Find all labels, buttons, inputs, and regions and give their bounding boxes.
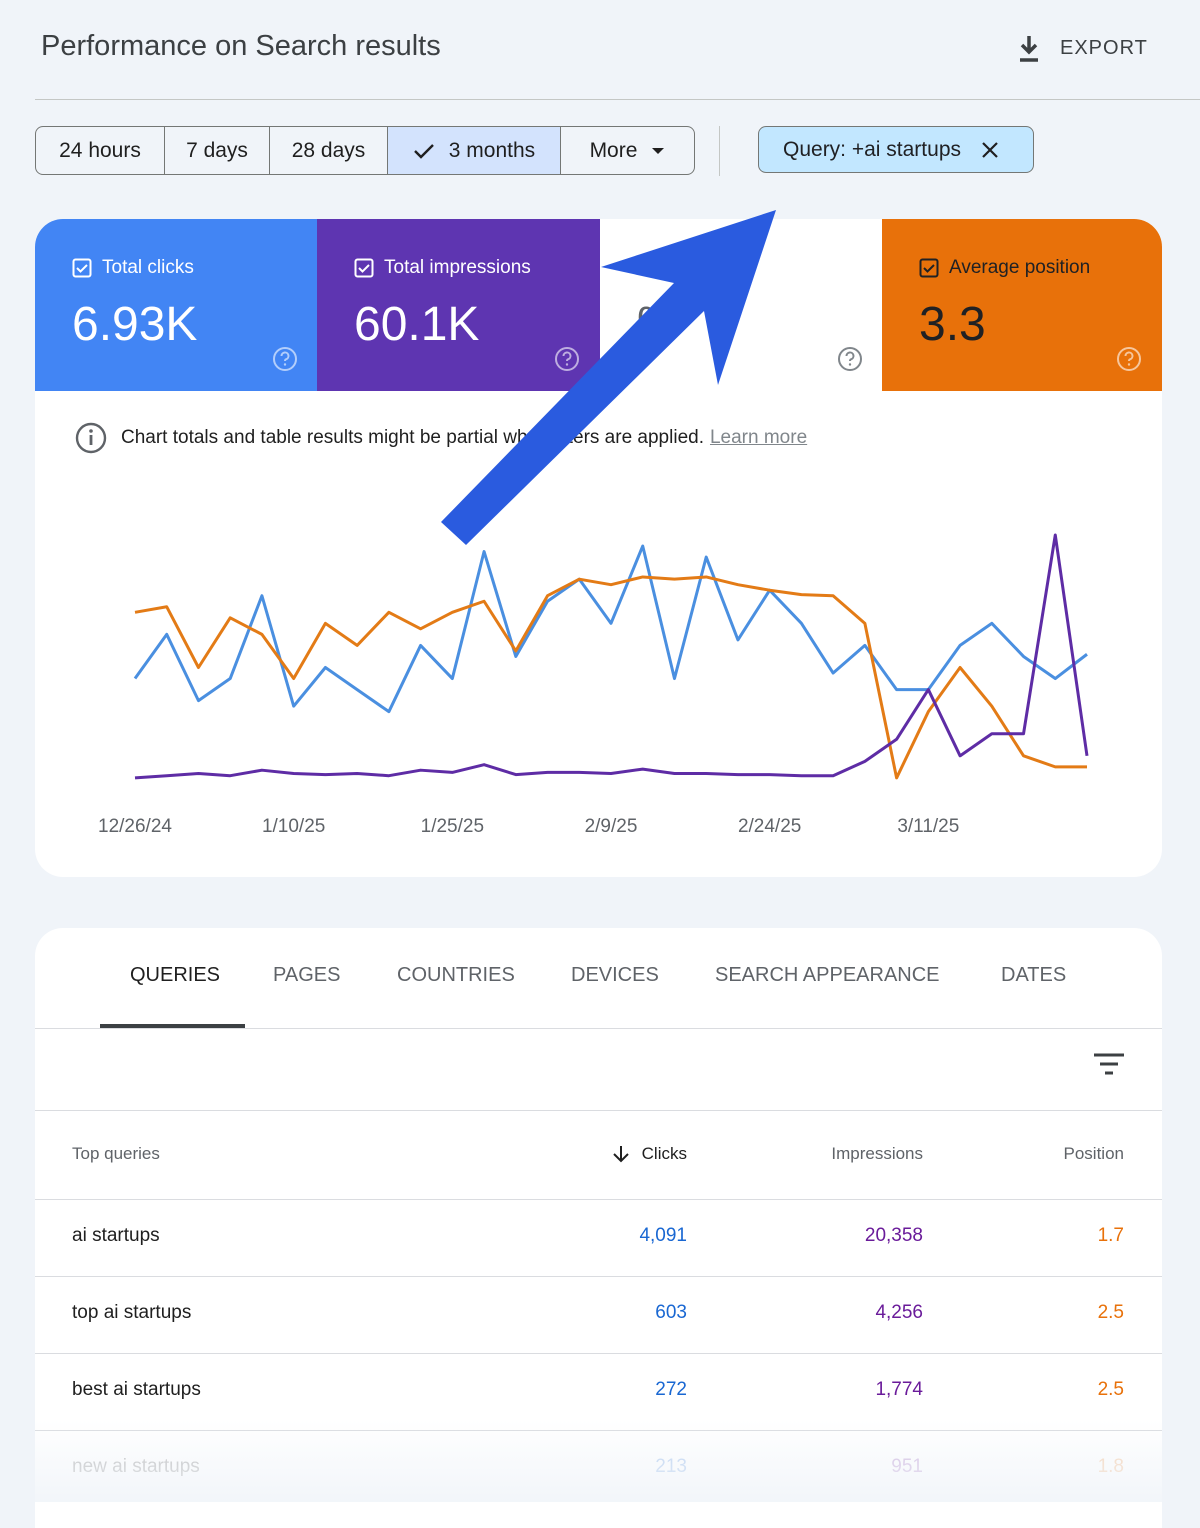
tab[interactable]: QUERIES <box>130 964 221 986</box>
divider <box>35 99 1200 100</box>
range-label: More <box>589 138 638 162</box>
range-selector: 24 hours 7 days 28 days 3 months More <box>35 126 695 175</box>
tab[interactable]: DEVICES <box>571 964 659 986</box>
range-button[interactable]: 24 hours <box>36 127 165 174</box>
query-chip-label: Query: +ai startups <box>783 137 961 161</box>
metric-card[interactable]: Total clicks 6.93K <box>35 219 318 391</box>
tab-indicator <box>100 1024 245 1028</box>
table-cell: 2.5 <box>1097 1379 1124 1400</box>
table-cell: 4,256 <box>875 1302 923 1323</box>
download-icon <box>1020 36 1038 62</box>
divider <box>719 126 720 176</box>
info-icon <box>75 422 107 454</box>
series-line <box>134 575 1087 780</box>
divider <box>35 1430 1162 1431</box>
range-button[interactable]: 28 days <box>270 127 388 174</box>
range-label: 24 hours <box>59 138 141 162</box>
checkbox-icon[interactable] <box>72 258 92 278</box>
divider <box>35 1199 1162 1200</box>
series-line <box>133 544 1088 714</box>
column-header-label: Top queries <box>72 1144 160 1163</box>
x-tick-label: 1/10/25 <box>262 816 325 837</box>
checkbox-icon[interactable] <box>919 258 939 278</box>
table-cell: 1.8 <box>1097 1456 1124 1477</box>
tab[interactable]: SEARCH APPEARANCE <box>715 964 940 986</box>
x-tick-label: 12/26/24 <box>98 816 172 837</box>
column-header-label: Clicks <box>641 1144 687 1163</box>
column-header[interactable]: Position <box>1064 1144 1124 1164</box>
table-cell: 20,358 <box>864 1225 923 1246</box>
x-tick-label: 2/24/25 <box>738 816 801 837</box>
metric-label: Average position <box>949 257 1091 278</box>
metric-card[interactable]: Average position 3.3 <box>882 219 1162 391</box>
check-icon <box>413 143 434 159</box>
x-tick-label: 2/9/25 <box>585 816 638 837</box>
tab[interactable]: DATES <box>1001 964 1067 986</box>
range-button[interactable]: 7 days <box>165 127 270 174</box>
help-icon[interactable] <box>272 346 298 372</box>
table-cell: 1,774 <box>875 1379 923 1400</box>
column-header-label: Impressions <box>831 1144 923 1163</box>
metric-label-row: Average position <box>919 257 1090 279</box>
metric-value: 6.93K <box>72 298 198 351</box>
metric-label-row: Total clicks <box>72 257 194 279</box>
range-label: 3 months <box>448 138 536 162</box>
range-label: 7 days <box>186 138 248 162</box>
export-label: EXPORT <box>1060 36 1148 59</box>
metric-value: 3.3 <box>919 298 986 351</box>
help-icon[interactable] <box>1116 346 1142 372</box>
tab[interactable]: PAGES <box>273 964 341 986</box>
table-cell: top ai startups <box>72 1302 192 1323</box>
page-title: Performance on Search results <box>41 30 441 62</box>
divider <box>35 1353 1162 1354</box>
table-cell: 603 <box>655 1302 687 1323</box>
dropdown-icon <box>652 147 665 154</box>
column-header[interactable]: Top queries <box>72 1144 160 1164</box>
table-cell: 272 <box>655 1379 687 1400</box>
sort-icon <box>612 1146 629 1163</box>
column-header-label: Position <box>1063 1144 1124 1163</box>
table-cell: 1.7 <box>1097 1225 1124 1246</box>
x-tick-label: 3/11/25 <box>897 816 959 837</box>
range-button[interactable]: 3 months <box>388 127 561 174</box>
x-tick-label: 1/25/25 <box>421 816 484 837</box>
chart: 12/26/24 1/10/25 1/25/25 2/9/25 2/24/25 3/11/… <box>98 533 1089 837</box>
table-cell: 4,091 <box>639 1225 687 1246</box>
table-cell: 951 <box>891 1456 923 1477</box>
close-icon[interactable] <box>981 141 999 159</box>
table-card: QUERIES PAGES COUNTRIES DEVICES SEARCH APPEA… <box>35 928 1162 1528</box>
divider <box>35 1028 1162 1029</box>
filter-icon[interactable] <box>1093 1052 1125 1076</box>
table-cell: new ai startups <box>72 1456 200 1477</box>
range-button[interactable]: More <box>561 127 694 174</box>
column-header[interactable]: Clicks <box>612 1144 687 1164</box>
performance-card: Total clicks 6.93K Total impressions 60.1K A… <box>35 219 1162 877</box>
help-icon[interactable] <box>837 346 863 372</box>
metric-label: Total clicks <box>102 257 194 278</box>
tab[interactable]: COUNTRIES <box>397 964 515 986</box>
table-cell: 213 <box>655 1456 687 1477</box>
range-label: 28 days <box>291 138 366 162</box>
column-header[interactable]: Impressions <box>831 1144 923 1164</box>
divider <box>35 1110 1162 1111</box>
checkbox-icon[interactable] <box>354 258 374 278</box>
table-cell: best ai startups <box>72 1379 201 1400</box>
divider <box>35 1276 1162 1277</box>
series-line <box>134 533 1089 780</box>
table-cell: ai startups <box>72 1225 160 1246</box>
export-button[interactable]: EXPORT <box>1016 34 1148 62</box>
table-cell: 2.5 <box>1097 1302 1124 1323</box>
query-chip[interactable]: Query: +ai startups <box>758 126 1034 173</box>
